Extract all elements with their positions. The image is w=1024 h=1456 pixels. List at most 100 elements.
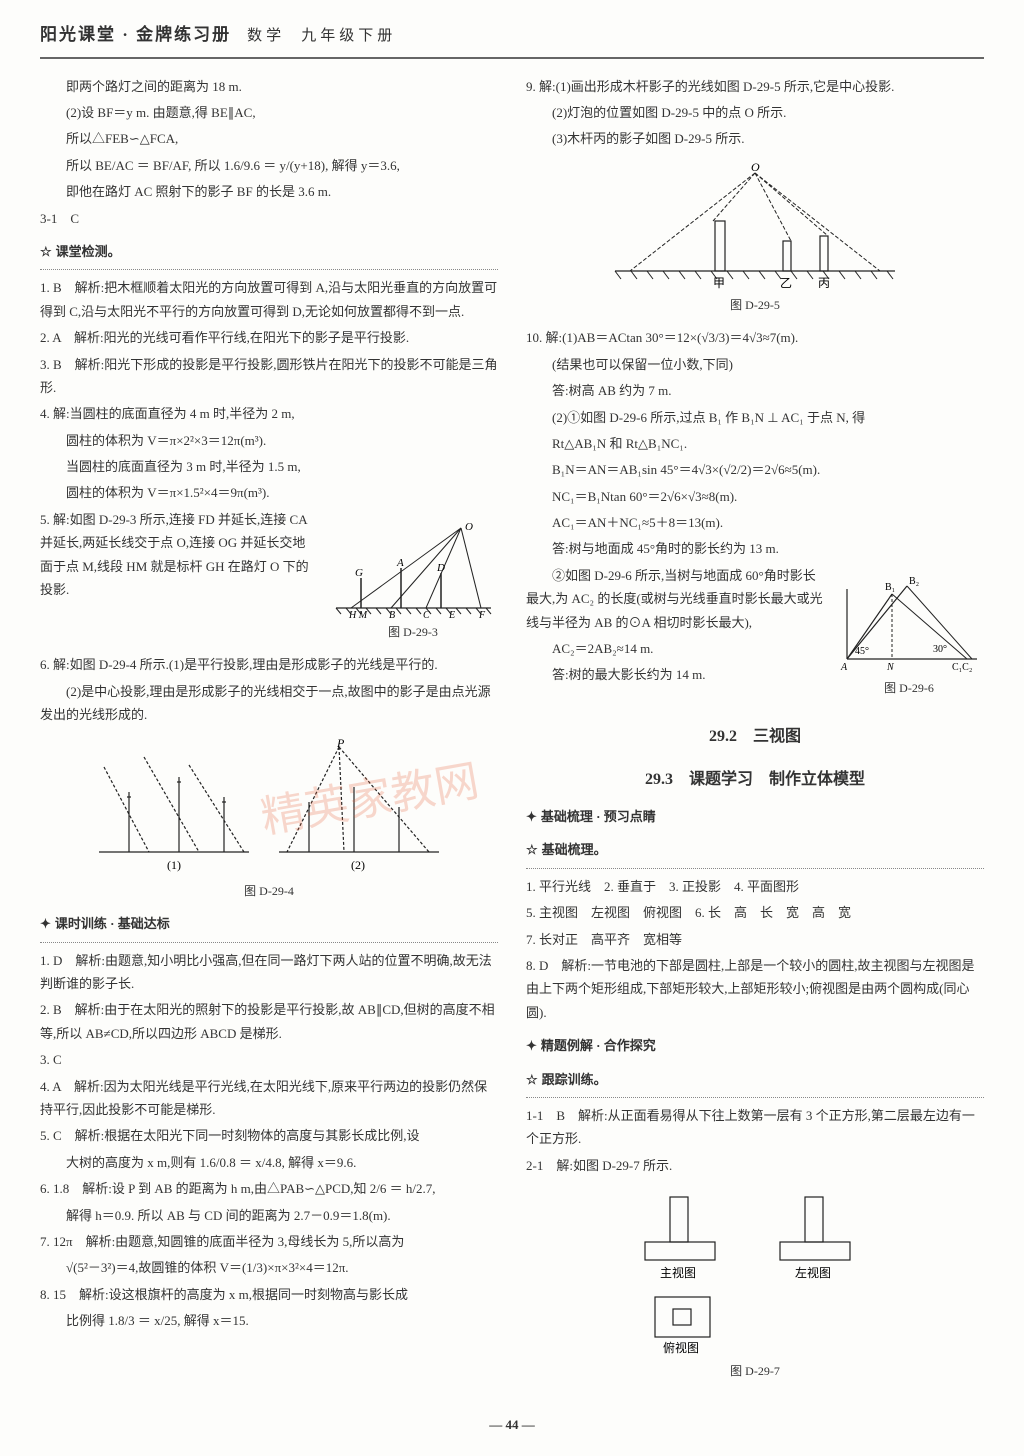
text: (2)设 BF＝y m. 由题意,得 BE∥AC, [40, 101, 498, 124]
text: 5. 解:如图 D-29-3 所示,连接 FD 并延长,连接 CA 并延长,两延… [40, 508, 318, 602]
text: 大树的高度为 x m,则有 1.6/0.8 ＝ x/4.8, 解得 x＝9.6. [40, 1151, 498, 1174]
text: 即他在路灯 AC 照射下的影子 BF 的长是 3.6 m. [40, 180, 498, 203]
text: (2)是中心投影,理由是形成影子的光线相交于一点,故图中的影子是由点光源发出的光… [40, 680, 498, 727]
page-number: — 44 — [40, 1413, 984, 1436]
text: 2. A 解析:阳光的光线可看作平行线,在阳光下的影子是平行投影. [40, 326, 498, 349]
text: 2. B 解析:由于在太阳光的照射下的投影是平行投影,故 AB∥CD,但树的高度… [40, 998, 498, 1045]
label-jia: 甲 [713, 276, 725, 290]
text: 8. 15 解析:设这根旗杆的高度为 x m,根据同一时刻物高与影长成 [40, 1283, 498, 1306]
text: 1. D 解析:由题意,知小明比小强高,但在同一路灯下两人站的位置不明确,故无法… [40, 949, 498, 996]
label-zuo: 左视图 [795, 1265, 831, 1280]
text: NC₁＝B₁Ntan 60°＝2√6×√3≈8(m). [526, 485, 984, 508]
left-column: 即两个路灯之间的距离为 18 m. (2)设 BF＝y m. 由题意,得 BE∥… [40, 75, 498, 1393]
label-yi: 乙 [780, 276, 792, 290]
text: 6. 解:如图 D-29-4 所示.(1)是平行投影,理由是形成影子的光线是平行… [40, 653, 498, 676]
grade: 九年级下册 [301, 23, 396, 50]
figure-d-29-6: A B₁ B₂ N C₁C₂ 30° 45° 图 D-29-6 [834, 574, 984, 700]
text: 3-1 C [40, 207, 498, 230]
subject: 数学 [247, 23, 285, 50]
svg-text:C: C [423, 610, 430, 618]
text: 4. A 解析:因为太阳光线是平行光线,在太阳光线下,原来平行两边的投影仍然保持… [40, 1075, 498, 1122]
label-fu: 俯视图 [663, 1340, 699, 1355]
figure-caption: 图 D-29-5 [526, 295, 984, 317]
text: 4. 解:当圆柱的底面直径为 4 m 时,半径为 2 m, [40, 402, 498, 425]
text: 6. 1.8 解析:设 P 到 AB 的距离为 h m,由△PAB∽△PCD,知… [40, 1177, 498, 1200]
label-n: N [886, 662, 895, 673]
label-1: (1) [167, 858, 181, 872]
text: 答:树高 AB 约为 7 m. [526, 379, 984, 402]
text: AC₂＝2AB₂≈14 m. [526, 637, 826, 660]
text: 所以△FEB∽△FCA, [40, 127, 498, 150]
text: 10. 解:(1)AB＝ACtan 30°＝12×(√3/3)＝4√3≈7(m)… [526, 326, 984, 349]
label-2: (2) [351, 858, 365, 872]
svg-text:O: O [465, 521, 473, 533]
text: 答:树与地面成 45°角时的影长约为 13 m. [526, 537, 984, 560]
figure-d-29-3: O G A D H M B C E F 图 D-29-3 [328, 518, 498, 644]
text: 所以 BE/AC ＝ BF/AF, 所以 1.6/9.6 ＝ y/(y+18),… [40, 154, 498, 177]
section-29-3: 29.3 课题学习 制作立体模型 [526, 766, 984, 795]
text: 1-1 B 解析:从正面看易得从下往上数第一层有 3 个正方形,第二层最左边有一… [526, 1104, 984, 1151]
text: 圆柱的体积为 V＝π×2²×3＝12π(m³). [40, 429, 498, 452]
text: 7. 长对正 高平齐 宽相等 [526, 928, 984, 951]
label-45: 45° [855, 646, 869, 657]
text: 5. 主视图 左视图 俯视图 6. 长 高 长 宽 高 宽 [526, 901, 984, 924]
label-bing: 丙 [818, 276, 830, 290]
label-o: O [751, 161, 760, 174]
figure-caption: 图 D-29-3 [328, 622, 498, 644]
text: B₁N＝AN＝AB₁sin 45°＝4√3×(√2/2)＝2√6≈5(m). [526, 458, 984, 481]
text: ②如图 D-29-6 所示,当树与地面成 60°角时影长最大,为 AC₂ 的长度… [526, 564, 826, 634]
text: (2)①如图 D-29-6 所示,过点 B₁ 作 B₁N ⊥ AC₁ 于点 N,… [526, 406, 984, 429]
section-jichu-sub: 基础梳理。 [526, 838, 984, 861]
figure-caption: 图 D-29-4 [40, 881, 498, 903]
text: 3. C [40, 1048, 498, 1071]
label-a: A [840, 662, 848, 673]
svg-text:A: A [396, 557, 404, 569]
figure-d-29-7: 主视图 左视图 俯视图 图 D-29-7 [526, 1187, 984, 1383]
text: 7. 12π 解析:由题意,知圆锥的底面半径为 3,母线长为 5,所以高为 [40, 1230, 498, 1253]
section-jichu: 基础梳理 · 预习点睛 [526, 805, 984, 828]
label-30: 30° [933, 644, 947, 655]
text: 解得 h＝0.9. 所以 AB 与 CD 间的距离为 2.7－0.9＝1.8(m… [40, 1204, 498, 1227]
figure-d-29-4: P (1) (2) 图 D-29-4 [40, 737, 498, 903]
svg-text:E: E [448, 610, 455, 618]
svg-text:B: B [389, 610, 395, 618]
text: 5. C 解析:根据在太阳光下同一时刻物体的高度与其影长成比例,设 [40, 1124, 498, 1147]
text: 1. B 解析:把木框顺着太阳光的方向放置可得到 A,沿与太阳光垂直的方向放置可… [40, 276, 498, 323]
label-c1c2: C₁C₂ [952, 662, 972, 673]
text: 2-1 解:如图 D-29-7 所示. [526, 1154, 984, 1177]
text: (3)木杆丙的影子如图 D-29-5 所示. [526, 127, 984, 150]
text: 1. 平行光线 2. 垂直于 3. 正投影 4. 平面图形 [526, 875, 984, 898]
label-b1: B₁ [885, 582, 895, 593]
text: Rt△AB₁N 和 Rt△B₁NC₁. [526, 432, 984, 455]
text: (结果也可以保留一位小数,下同) [526, 353, 984, 376]
label-b2: B₂ [909, 576, 919, 587]
series-title: 阳光课堂 · 金牌练习册 [40, 20, 231, 51]
figure-caption: 图 D-29-7 [526, 1361, 984, 1383]
svg-text:D: D [436, 562, 445, 574]
section-29-2: 29.2 三视图 [526, 723, 984, 752]
text: 比例得 1.8/3 ＝ x/25, 解得 x＝15. [40, 1309, 498, 1332]
section-keshi: 课时训练 · 基础达标 [40, 912, 498, 935]
text: √(5²－3²)＝4,故圆锥的体积 V＝(1/3)×π×3²×4＝12π. [40, 1256, 498, 1279]
text: 即两个路灯之间的距离为 18 m. [40, 75, 498, 98]
svg-text:G: G [355, 567, 363, 579]
svg-text:F: F [478, 610, 486, 618]
figure-d-29-5: O 甲 乙 丙 图 D-29-5 [526, 161, 984, 317]
right-column: 9. 解:(1)画出形成木杆影子的光线如图 D-29-5 所示,它是中心投影. … [526, 75, 984, 1393]
text: 8. D 解析:一节电池的下部是圆柱,上部是一个较小的圆柱,故主视图与左视图是由… [526, 954, 984, 1024]
page-header: 阳光课堂 · 金牌练习册 数学 九年级下册 [40, 20, 984, 59]
svg-text:H M: H M [348, 610, 368, 618]
section-ketang: 课堂检测。 [40, 240, 498, 263]
section-genzong: 跟踪训练。 [526, 1068, 984, 1091]
text: 答:树的最大影长约为 14 m. [526, 663, 826, 686]
text: (2)灯泡的位置如图 D-29-5 中的点 O 所示. [526, 101, 984, 124]
text: 3. B 解析:阳光下形成的投影是平行投影,圆形铁片在阳光下的投影不可能是三角形… [40, 353, 498, 400]
text: 9. 解:(1)画出形成木杆影子的光线如图 D-29-5 所示,它是中心投影. [526, 75, 984, 98]
section-jingti: 精题例解 · 合作探究 [526, 1034, 984, 1057]
label-p: P [336, 737, 345, 750]
label-zhu: 主视图 [660, 1265, 696, 1280]
text: AC₁＝AN＋NC₁≈5＋8＝13(m). [526, 511, 984, 534]
text: 当圆柱的底面直径为 3 m 时,半径为 1.5 m, [40, 455, 498, 478]
figure-caption: 图 D-29-6 [834, 678, 984, 700]
text: 圆柱的体积为 V＝π×1.5²×4＝9π(m³). [40, 481, 498, 504]
